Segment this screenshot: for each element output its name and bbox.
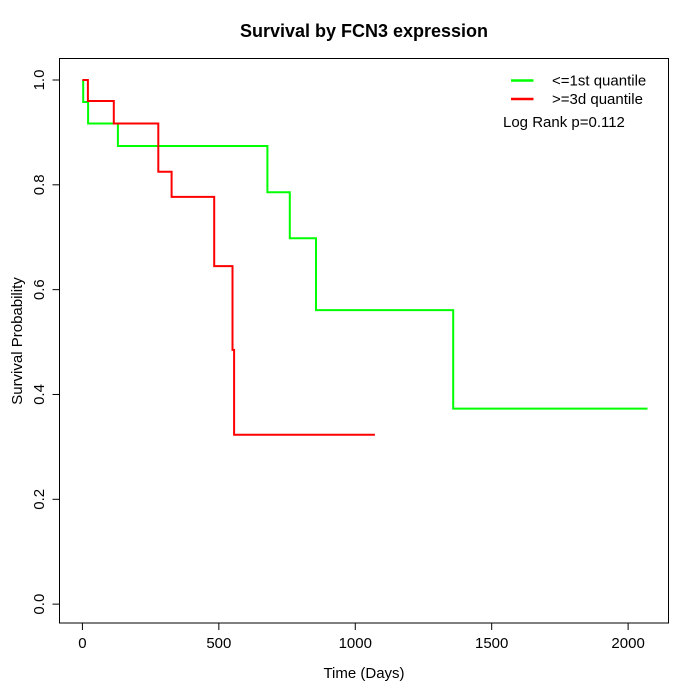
x-tick-label: 0 (78, 635, 86, 652)
x-axis: 0 500 1000 1500 2000 (78, 623, 645, 652)
chart-title: Survival by FCN3 expression (240, 21, 488, 41)
x-tick-label: 1000 (339, 635, 372, 652)
y-tick-label: 0.6 (31, 279, 48, 300)
log-rank-annotation: Log Rank p=0.112 (503, 114, 625, 131)
y-axis-label: Survival Probability (9, 277, 26, 405)
legend-label: <=1st quantile (552, 73, 646, 90)
km-curve-2 (82, 79, 375, 436)
legend-label: >=3d quantile (552, 91, 643, 108)
y-axis: 0.0 0.2 0.4 0.6 0.8 1.0 (31, 70, 60, 615)
x-tick-label: 1500 (475, 635, 508, 652)
x-tick-label: 2000 (611, 635, 644, 652)
x-tick-label: 500 (206, 635, 231, 652)
plot-box (59, 58, 669, 624)
y-tick-label: 0.0 (31, 594, 48, 615)
y-tick-label: 1.0 (31, 70, 48, 91)
y-tick-label: 0.2 (31, 489, 48, 510)
series-group (82, 79, 648, 436)
y-tick-label: 0.4 (31, 384, 48, 405)
y-tick-label: 0.8 (31, 174, 48, 195)
km-curve-1 (82, 79, 648, 410)
x-axis-label: Time (Days) (323, 665, 404, 682)
legend: <=1st quantile>=3d quantile (511, 73, 646, 108)
